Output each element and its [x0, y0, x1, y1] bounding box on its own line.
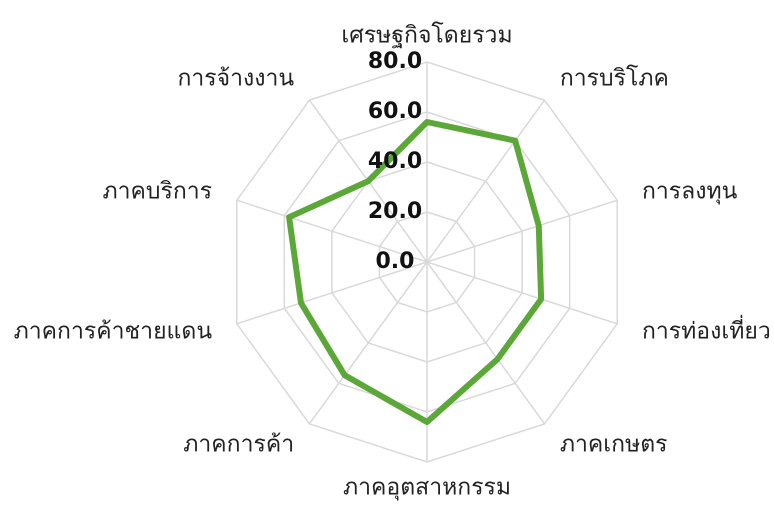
spoke — [236, 261, 428, 325]
spoke — [426, 199, 618, 263]
spoke — [426, 261, 618, 325]
series-line — [286, 119, 545, 425]
category-label: การจ้างงาน — [177, 66, 294, 92]
category-label: เศรษฐกิจโดยรวม — [341, 22, 512, 49]
category-label: ภาคอุตสาหกรรม — [343, 475, 511, 501]
category-label: ภาคเกษตร — [560, 431, 668, 457]
category-label: การลงทุน — [642, 179, 738, 205]
category-label: ภาคการค้า — [183, 431, 294, 457]
category-label: การท่องเที่ยว — [642, 314, 771, 344]
spoke — [308, 261, 428, 425]
y-tick-label: 0.0 — [376, 249, 415, 274]
y-tick-label: 40.0 — [368, 149, 422, 174]
spoke — [426, 261, 546, 425]
spoke — [426, 99, 546, 263]
category-label: การบริโภค — [560, 65, 669, 92]
y-tick-label: 80.0 — [368, 49, 422, 74]
y-tick-label: 60.0 — [368, 99, 422, 124]
y-tick-label: 20.0 — [368, 199, 422, 224]
spoke — [236, 199, 428, 263]
category-label: ภาคการค้าชายแดน — [14, 318, 213, 344]
category-label: ภาคบริการ — [102, 179, 212, 205]
